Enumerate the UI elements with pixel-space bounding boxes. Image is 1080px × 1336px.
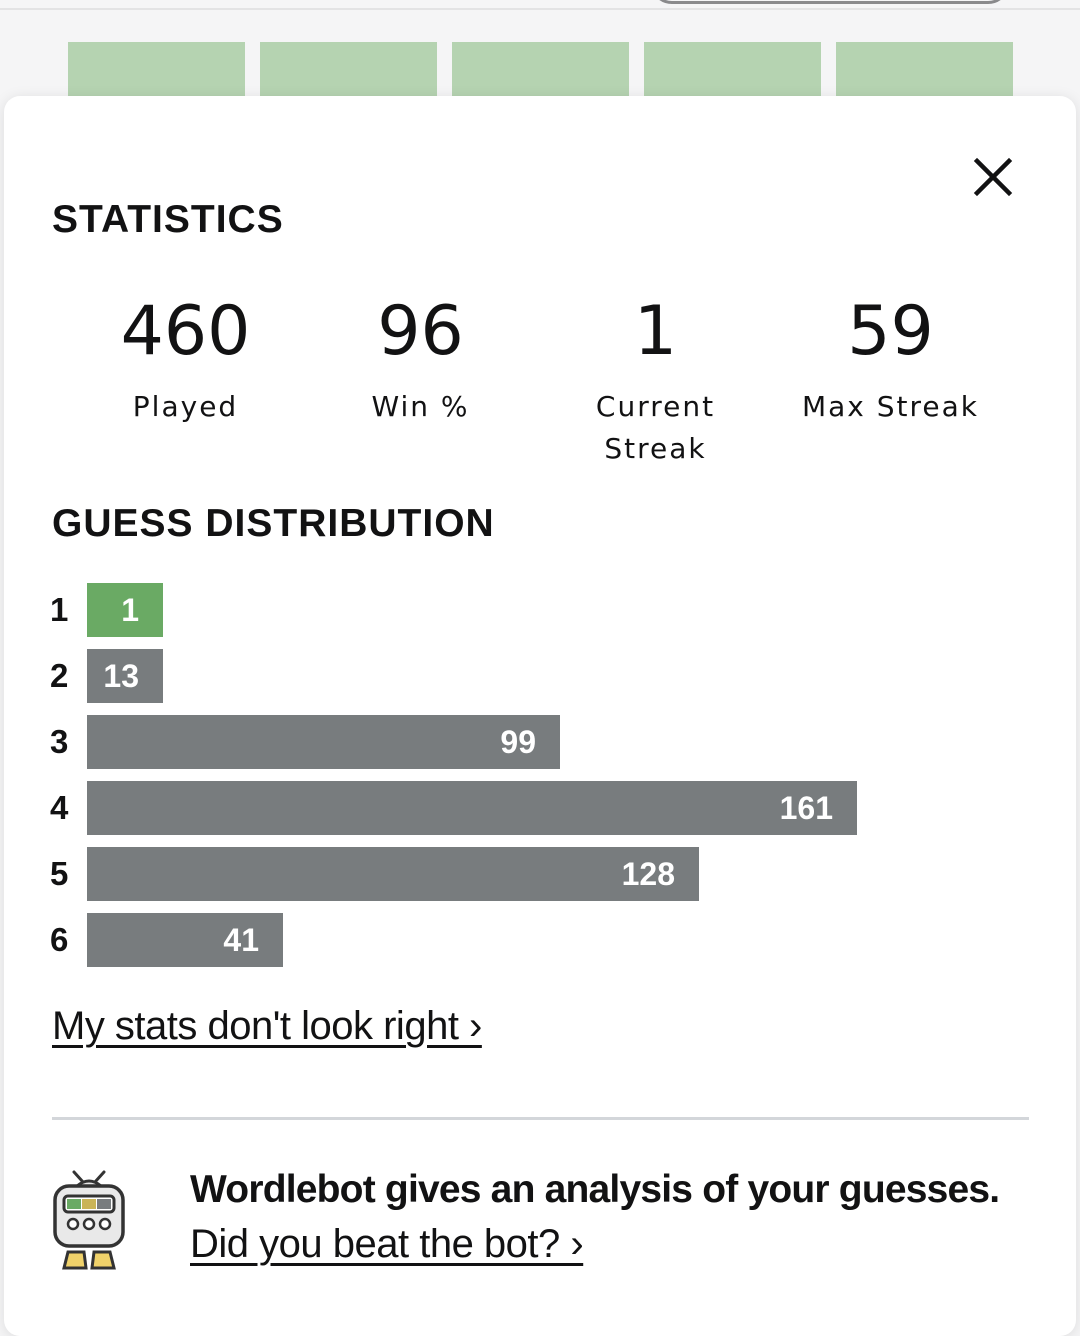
- stat-current-streak: 1 Current Streak: [538, 296, 773, 470]
- close-button[interactable]: [968, 152, 1018, 202]
- stat-value: 59: [847, 292, 934, 371]
- wordlebot-link[interactable]: Did you beat the bot? ›: [190, 1222, 584, 1266]
- distribution-bar: 1: [87, 583, 163, 637]
- stat-label: Win %: [371, 390, 470, 423]
- distribution-bar: 161: [87, 781, 857, 835]
- stat-label: Current Streak: [595, 390, 716, 465]
- distribution-row: 4 161: [50, 781, 1010, 835]
- distribution-row: 1 1: [50, 583, 1010, 637]
- guess-number: 5: [50, 855, 69, 892]
- guess-number: 3: [50, 723, 69, 760]
- distribution-title: GUESS DISTRIBUTION: [52, 502, 495, 545]
- wordlebot-icon: [50, 1168, 128, 1274]
- stat-value: 460: [120, 292, 251, 371]
- distribution-row: 5 128: [50, 847, 1010, 901]
- guess-number: 2: [50, 657, 69, 694]
- divider: [52, 1117, 1029, 1120]
- stat-win-percent: 96 Win %: [303, 296, 538, 470]
- stat-played: 460 Played: [68, 296, 303, 470]
- stat-label: Max Streak: [801, 390, 980, 423]
- header-pill: [650, 0, 1010, 4]
- stat-value: 1: [633, 292, 678, 371]
- distribution-row: 6 41: [50, 913, 1010, 967]
- distribution-bar: 99: [87, 715, 560, 769]
- stat-max-streak: 59 Max Streak: [773, 296, 1008, 470]
- distribution-row: 3 99: [50, 715, 1010, 769]
- stat-value: 96: [377, 292, 464, 371]
- distribution-bar: 13: [87, 649, 163, 703]
- modal-title: STATISTICS: [52, 198, 284, 241]
- guess-distribution: 1 1 2 13 3 99 4 161 5 128 6 41: [50, 583, 1010, 979]
- stat-label: Played: [132, 390, 239, 423]
- distribution-row: 2 13: [50, 649, 1010, 703]
- guess-number: 4: [50, 789, 69, 826]
- stats-help-link[interactable]: My stats don't look right ›: [52, 1004, 482, 1048]
- top-border: [0, 8, 1080, 10]
- stats-row: 460 Played 96 Win % 1 Current Streak 59 M…: [68, 296, 1008, 470]
- guess-number: 6: [50, 921, 69, 958]
- close-icon: [973, 157, 1013, 197]
- distribution-bar: 41: [87, 913, 283, 967]
- wordlebot-headline: Wordlebot gives an analysis of your gues…: [190, 1168, 1000, 1211]
- guess-number: 1: [50, 591, 69, 628]
- distribution-bar: 128: [87, 847, 699, 901]
